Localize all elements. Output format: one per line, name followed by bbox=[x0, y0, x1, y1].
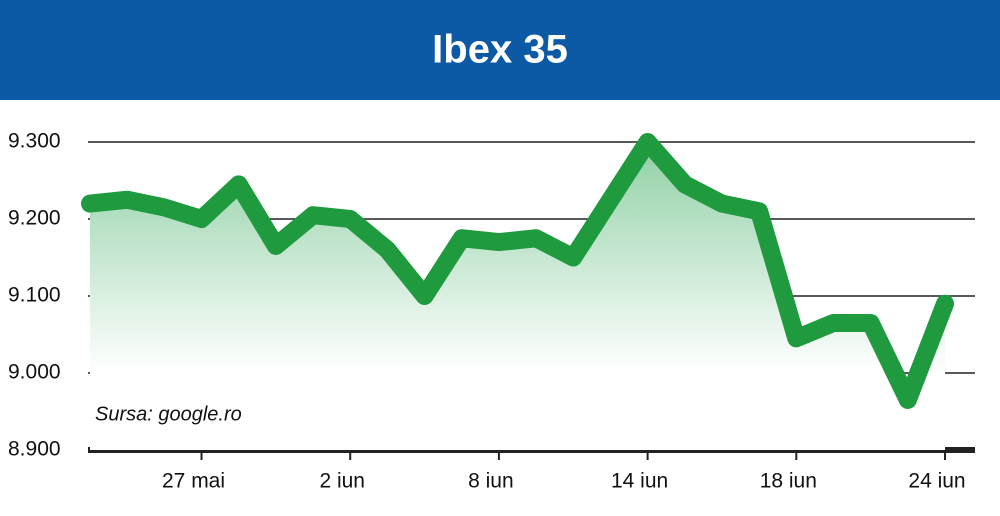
y-tick-label: 9.200 bbox=[8, 207, 61, 230]
chart-title: Ibex 35 bbox=[432, 28, 568, 72]
annotation: Sursa: google.ro bbox=[95, 403, 242, 425]
x-tick-label: 14 iun bbox=[611, 470, 668, 493]
area bbox=[90, 142, 945, 450]
line bbox=[81, 133, 954, 409]
y-tick-label: 8.900 bbox=[8, 438, 61, 461]
header bbox=[0, 0, 1000, 100]
x-tick-label: 18 iun bbox=[760, 470, 817, 493]
x-tick-label: 27 mai bbox=[162, 470, 225, 493]
plot: 8.900 9.000 9.100 9.200 9.300 27 mai 2 iun 8 iu… bbox=[8, 130, 975, 493]
x-tick-label: 8 iun bbox=[468, 470, 514, 493]
y-tick-label: 9.100 bbox=[8, 284, 61, 307]
y-tick-label: 9.300 bbox=[8, 130, 61, 153]
x-tick-label: 24 iun bbox=[908, 470, 965, 493]
x-tick-label: 2 iun bbox=[319, 470, 365, 493]
y-tick-label: 9.000 bbox=[8, 361, 61, 384]
